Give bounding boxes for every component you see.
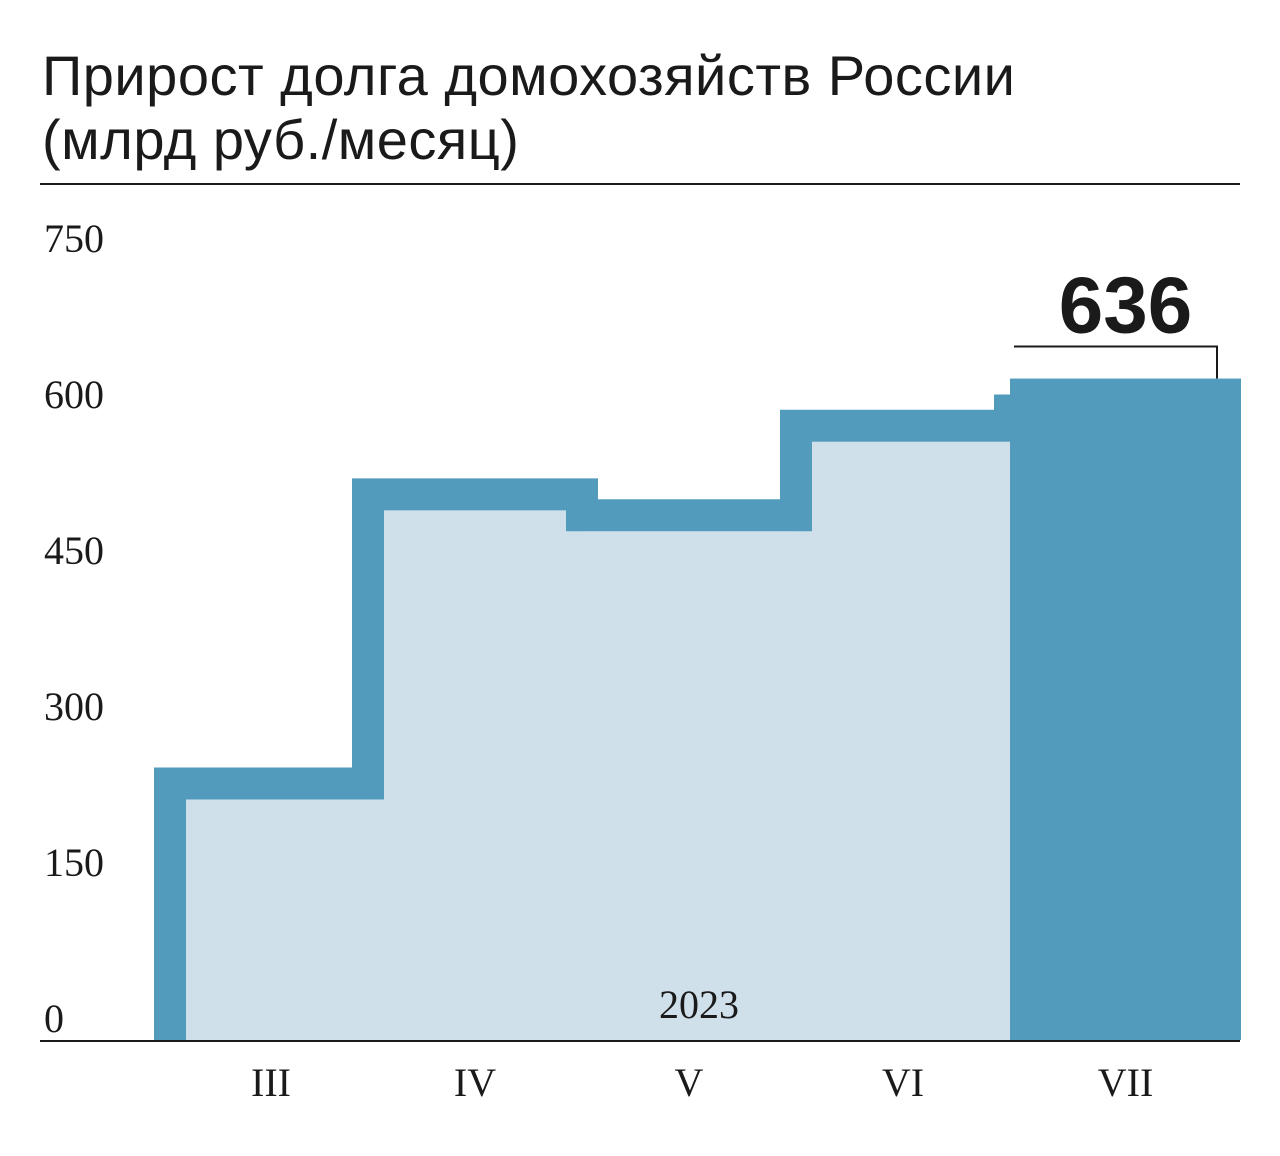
x-tick-label: VII: [1098, 1060, 1154, 1105]
callout-bracket: [1014, 345, 1218, 379]
value-label-VII: 636: [1059, 261, 1192, 350]
x-tick-label: III: [251, 1060, 291, 1105]
y-tick-label: 150: [44, 840, 104, 885]
year-label: 2023: [659, 982, 739, 1027]
x-tick-label: VI: [882, 1060, 924, 1105]
y-tick-label: 450: [44, 528, 104, 573]
chart-title-line-2: (млрд руб./месяц): [42, 108, 520, 171]
y-tick-label: 300: [44, 684, 104, 729]
bar-VII: [1010, 378, 1241, 1040]
x-tick-label: V: [675, 1060, 704, 1105]
title-divider: [40, 183, 1240, 185]
chart-title-line-1: Прирост долга домохозяйств России: [42, 44, 1016, 107]
bar-III: [186, 799, 368, 1040]
chart-title: Прирост долга домохозяйств России (млрд …: [42, 44, 1242, 172]
x-tick-label: IV: [454, 1060, 496, 1105]
y-tick-label: 750: [44, 216, 104, 261]
y-tick-label: 600: [44, 372, 104, 417]
bar-V: [582, 531, 796, 1040]
y-tick-label: 0: [44, 996, 64, 1041]
bar-IV: [368, 510, 582, 1040]
step-outline: [154, 394, 1026, 1040]
bar-VI: [796, 441, 1010, 1040]
